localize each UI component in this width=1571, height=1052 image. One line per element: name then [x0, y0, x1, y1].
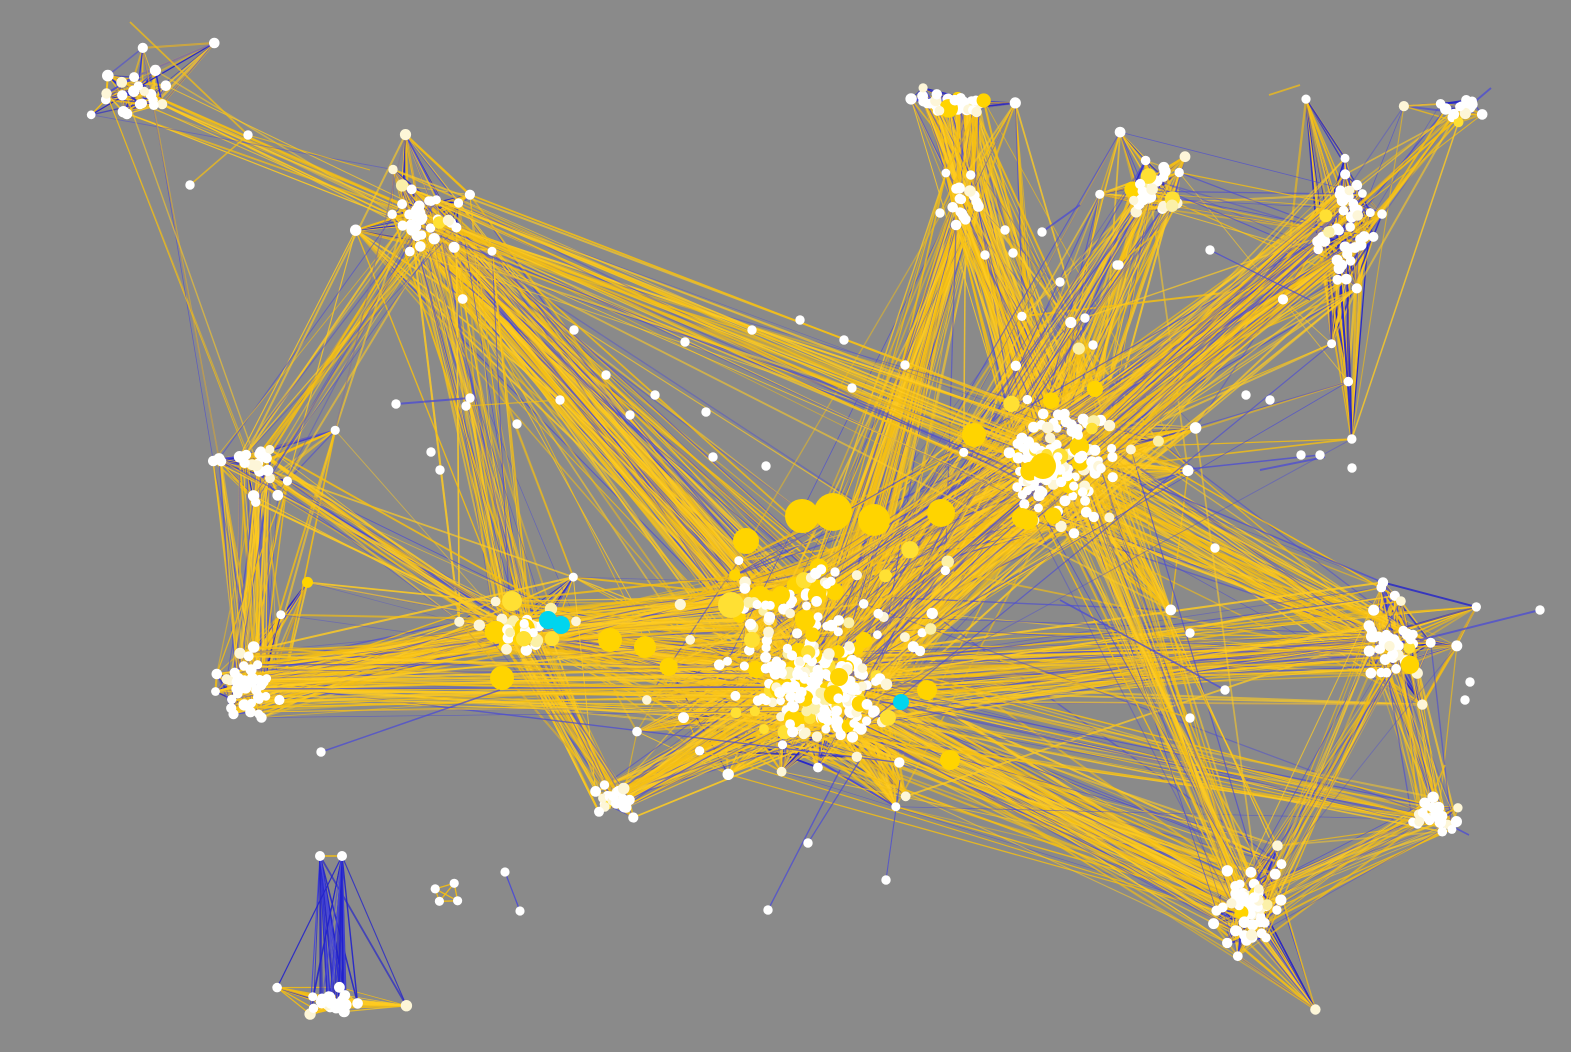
graph-edge — [286, 429, 336, 482]
graph-edge — [90, 42, 215, 116]
graph-edge — [404, 134, 432, 202]
graph-edge — [404, 134, 422, 214]
graph-edge — [137, 47, 144, 86]
graph-edge — [161, 42, 215, 105]
graph-edge — [107, 47, 144, 77]
graph-edge — [142, 47, 163, 105]
graph-edge — [142, 41, 215, 49]
graph-edge — [165, 42, 215, 87]
graph-edge — [220, 461, 254, 497]
graph-edge — [404, 133, 471, 196]
graph-edge — [401, 134, 407, 205]
